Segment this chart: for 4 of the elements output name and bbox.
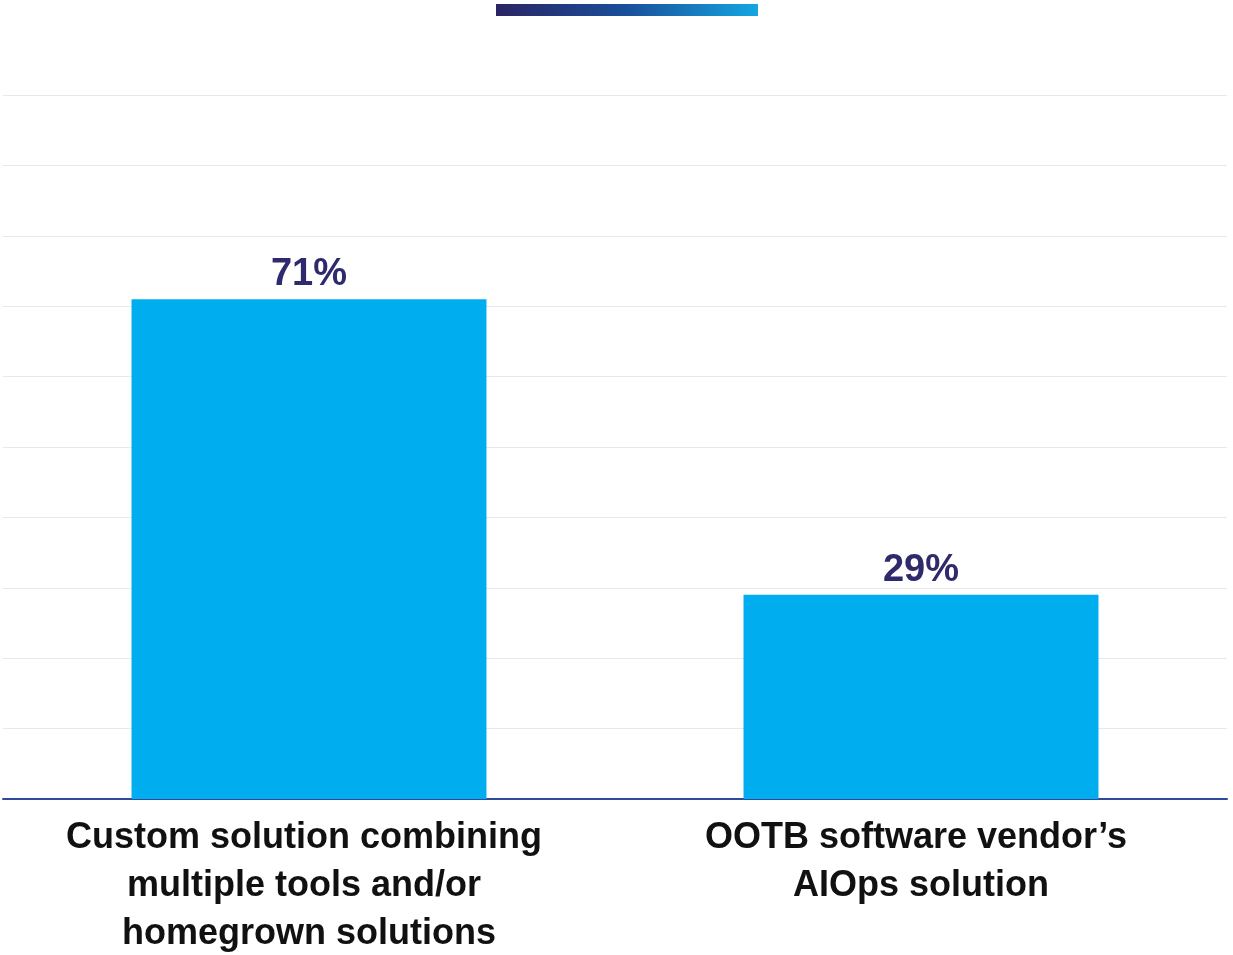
x-tick-label: OOTB software vendor’s AIOps solution (704, 814, 1138, 904)
x-tick-label: Custom solution combining multiple tools and/or homegrown solutions (66, 814, 552, 952)
data-label: 71% (270, 251, 348, 294)
data-label: 29% (882, 546, 960, 589)
